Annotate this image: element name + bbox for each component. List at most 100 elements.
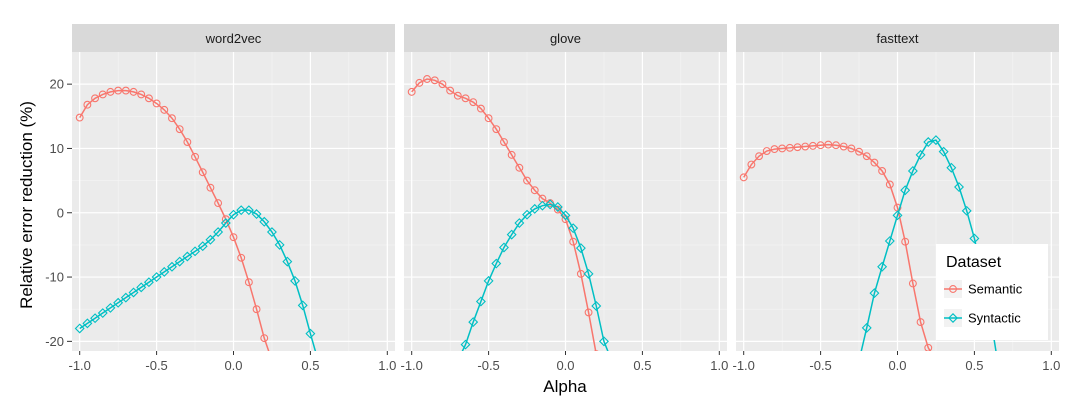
- x-tick-label: 0.5: [301, 358, 319, 373]
- data-point-syntactic: [460, 339, 471, 350]
- data-point-syntactic: [900, 185, 911, 196]
- data-point-semantic: [530, 186, 539, 195]
- data-point-semantic: [244, 278, 253, 287]
- x-tick-label: 1.0: [1042, 358, 1060, 373]
- data-point-syntactic: [174, 256, 185, 267]
- data-point-syntactic: [159, 266, 170, 277]
- data-point-syntactic: [297, 300, 308, 311]
- x-tick-label: -0.5: [145, 358, 167, 373]
- series-group: [407, 75, 609, 364]
- facet-panel-glove: glove -1.0 -0.5 0.0 0.5 1.0: [400, 24, 728, 373]
- data-point-semantic: [75, 113, 84, 122]
- data-point-syntactic: [120, 292, 131, 303]
- data-point-semantic: [492, 125, 501, 134]
- data-point-semantic: [423, 75, 432, 83]
- data-point-syntactic: [861, 322, 872, 333]
- data-point-semantic: [469, 98, 478, 107]
- data-point-semantic: [152, 99, 161, 108]
- data-point-semantic: [839, 142, 848, 151]
- data-point-semantic: [855, 147, 863, 156]
- data-point-semantic: [847, 144, 856, 153]
- data-point-semantic: [83, 100, 92, 109]
- x-tick-label: 0.5: [965, 358, 983, 373]
- x-tick-label: 0.0: [888, 358, 906, 373]
- data-point-syntactic: [74, 323, 85, 334]
- legend-entry-syntactic: Syntactic: [944, 309, 1021, 327]
- series-group: [739, 135, 1001, 364]
- y-axis-title: Relative error reduction (%): [17, 101, 36, 309]
- data-point-semantic: [878, 167, 887, 175]
- data-point-semantic: [484, 114, 493, 123]
- y-tick-label: 0: [57, 205, 64, 220]
- data-point-syntactic: [282, 256, 293, 267]
- data-point-syntactic: [552, 201, 563, 212]
- data-point-semantic: [252, 305, 261, 314]
- data-point-semantic: [785, 143, 794, 152]
- data-point-syntactic: [454, 356, 462, 364]
- facet-title: word2vec: [205, 31, 262, 46]
- data-point-semantic: [175, 125, 184, 134]
- data-point-syntactic: [560, 210, 571, 221]
- data-point-syntactic: [598, 336, 609, 347]
- data-point-syntactic: [82, 318, 93, 329]
- x-tick-label: 1.0: [378, 358, 396, 373]
- data-point-syntactic: [954, 182, 965, 193]
- data-point-syntactic: [529, 203, 540, 214]
- data-point-semantic: [144, 94, 153, 103]
- data-point-syntactic: [537, 200, 548, 211]
- data-point-syntactic: [907, 165, 918, 176]
- data-point-semantic: [206, 183, 215, 192]
- y-tick-label: 20: [50, 77, 64, 92]
- data-point-syntactic: [205, 234, 216, 245]
- data-point-semantic: [407, 87, 416, 96]
- data-point-syntactic: [993, 356, 1001, 364]
- data-point-syntactic: [136, 282, 147, 293]
- data-point-syntactic: [475, 296, 486, 307]
- data-point-syntactic: [228, 209, 239, 220]
- data-point-syntactic: [236, 205, 247, 216]
- data-point-syntactic: [259, 216, 270, 227]
- data-point-syntactic: [468, 317, 479, 328]
- data-point-semantic: [160, 105, 169, 114]
- data-point-syntactic: [545, 199, 556, 210]
- legend-entry-semantic: Semantic: [944, 280, 1023, 298]
- data-point-syntactic: [915, 149, 926, 160]
- data-point-syntactic: [290, 275, 301, 286]
- data-point-semantic: [762, 147, 771, 155]
- data-point-syntactic: [190, 246, 201, 257]
- data-point-syntactic: [498, 242, 509, 253]
- data-point-semantic: [438, 80, 447, 89]
- legend: Dataset Semantic Syntactic: [936, 244, 1048, 340]
- data-point-semantic: [114, 86, 123, 95]
- data-point-semantic: [229, 233, 238, 242]
- data-point-syntactic: [568, 223, 579, 234]
- data-point-syntactic: [884, 236, 895, 247]
- data-point-semantic: [168, 114, 176, 123]
- data-point-syntactic: [923, 137, 934, 147]
- data-point-semantic: [507, 150, 516, 159]
- data-point-syntactic: [491, 258, 502, 269]
- data-point-semantic: [824, 140, 833, 149]
- data-point-syntactic: [855, 356, 863, 364]
- data-point-syntactic: [877, 261, 888, 272]
- data-point-semantic: [129, 87, 138, 96]
- y-tick-label: 10: [50, 141, 64, 156]
- data-point-syntactic: [930, 135, 941, 146]
- data-point-syntactic: [575, 243, 586, 254]
- data-point-syntactic: [591, 301, 602, 311]
- data-point-semantic: [91, 94, 100, 103]
- data-point-semantic: [446, 86, 455, 95]
- x-tick-label: 0.0: [556, 358, 574, 373]
- data-point-semantic: [593, 350, 599, 351]
- x-axis-title: Alpha: [543, 377, 587, 396]
- data-point-syntactic: [243, 205, 254, 216]
- data-point-semantic: [461, 94, 470, 103]
- series-line-syntactic: [860, 139, 997, 351]
- facet-strip: [736, 24, 1059, 52]
- data-point-syntactic: [182, 251, 193, 262]
- facet-title: fasttext: [877, 31, 919, 46]
- facet-strip: [72, 24, 395, 52]
- data-point-semantic: [214, 199, 223, 208]
- y-tick-label: -10: [45, 270, 64, 285]
